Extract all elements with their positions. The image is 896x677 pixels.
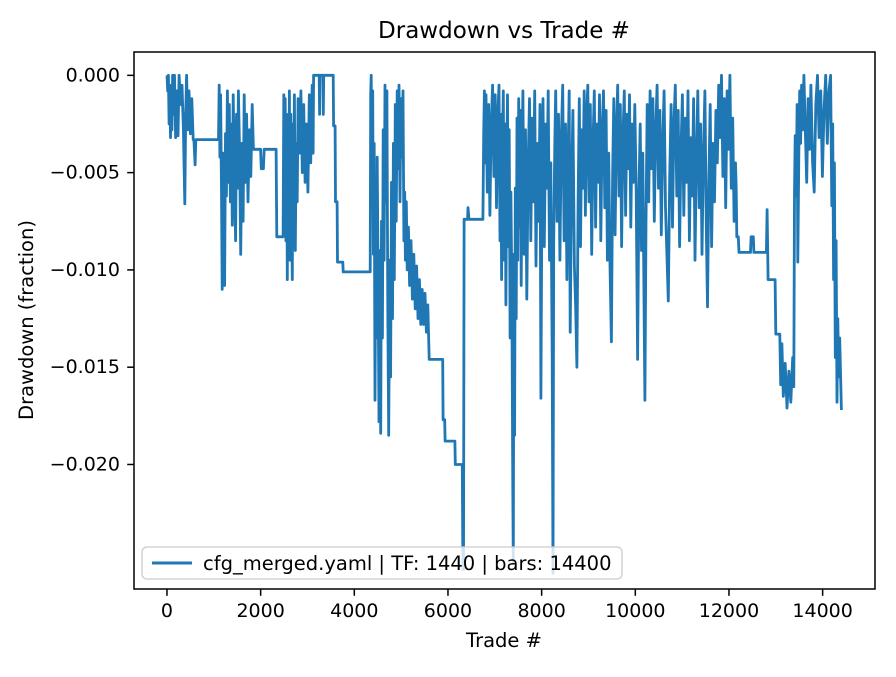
legend-label: cfg_merged.yaml | TF: 1440 | bars: 14400: [203, 552, 611, 575]
chart-title: Drawdown vs Trade #: [378, 18, 630, 44]
x-tick-label: 8000: [517, 600, 565, 622]
x-tick-label: 4000: [330, 600, 378, 622]
axes-spines: [133, 51, 876, 590]
y-tick-label: −0.010: [50, 259, 120, 281]
axes: 0 2000 4000 6000 8000 10000 12000 14000 0.000 −0.…: [50, 51, 876, 622]
x-tick-label: 12000: [699, 600, 759, 622]
y-tick-label: −0.015: [50, 356, 120, 378]
y-tick-label: −0.020: [50, 453, 120, 475]
y-tick-label: −0.005: [50, 162, 120, 184]
x-tick-label: 0: [161, 600, 173, 622]
x-tick-label: 14000: [792, 600, 852, 622]
y-tick-label: 0.000: [66, 64, 120, 86]
drawdown-line: [165, 73, 843, 575]
x-tick-label: 6000: [424, 600, 472, 622]
plot-area: [165, 73, 843, 575]
x-tick-label: 2000: [236, 600, 284, 622]
x-tick-label: 10000: [605, 600, 665, 622]
legend: cfg_merged.yaml | TF: 1440 | bars: 14400: [141, 546, 623, 580]
y-axis-label: Drawdown (fraction): [15, 220, 38, 420]
legend-box: [141, 546, 623, 580]
x-axis-label: Trade #: [465, 629, 542, 652]
